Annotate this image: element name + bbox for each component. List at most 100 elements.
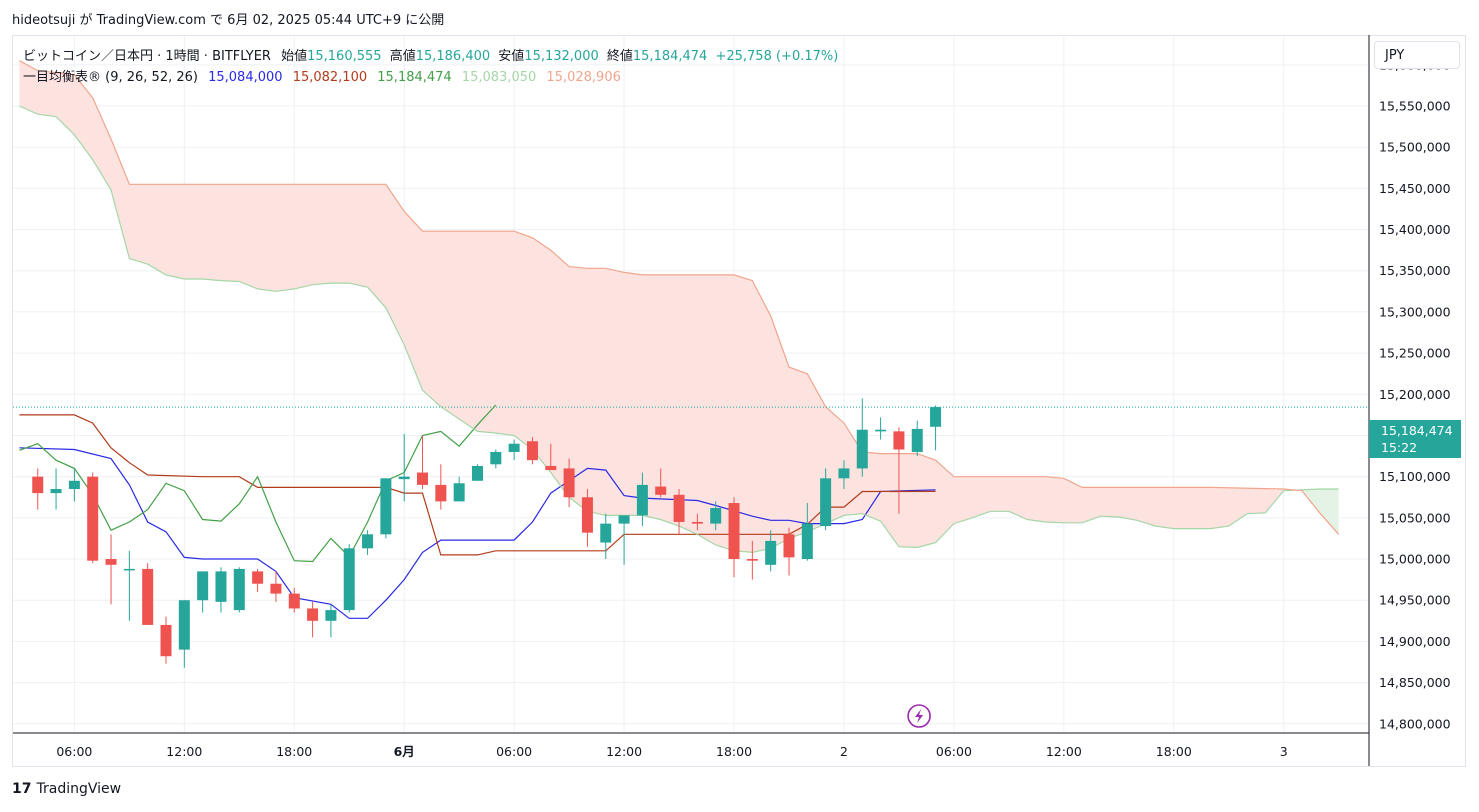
- time-tick-label: 12:00: [166, 744, 202, 759]
- price-tick-label: 15,450,000: [1379, 181, 1451, 196]
- senkou-b-line: [19, 60, 1340, 535]
- ichimoku-cloud: [19, 60, 1339, 553]
- candle-body: [307, 608, 319, 621]
- candle: [728, 497, 740, 578]
- candle-body: [636, 484, 648, 516]
- candle-body: [68, 480, 80, 490]
- candle: [380, 478, 392, 539]
- candle: [526, 437, 538, 465]
- price-tick-label: 15,550,000: [1379, 99, 1451, 114]
- candle: [123, 550, 135, 621]
- candle-body: [105, 559, 117, 565]
- candle-body: [911, 428, 923, 452]
- candle-body: [655, 486, 667, 495]
- candle-body: [123, 568, 135, 571]
- candle-body: [435, 484, 447, 502]
- price-tick-label: 15,350,000: [1379, 263, 1451, 278]
- candle: [68, 468, 80, 502]
- candle: [435, 464, 447, 510]
- publish-line: hideotsuji が TradingView.com で 6月 02, 20…: [12, 13, 445, 28]
- candle-body: [453, 483, 465, 502]
- candle-body: [581, 497, 593, 533]
- time-tick-label: 3: [1280, 744, 1288, 759]
- candle: [581, 489, 593, 547]
- legend-low-label: 安値: [498, 49, 525, 64]
- candle: [856, 398, 868, 477]
- price-tick-label: 15,300,000: [1379, 304, 1451, 319]
- time-tick-label: 18:00: [1156, 744, 1192, 759]
- price-tick-label: 15,250,000: [1379, 346, 1451, 361]
- time-tick-label: 18:00: [276, 744, 312, 759]
- candle: [288, 587, 300, 613]
- candle: [197, 571, 209, 613]
- candle: [252, 568, 264, 592]
- tenkan-line: [19, 447, 936, 619]
- price-tick-label: 15,400,000: [1379, 222, 1451, 237]
- candle-body: [252, 571, 264, 584]
- candle-body: [875, 429, 887, 432]
- candle: [398, 433, 410, 502]
- legend-high: 15,186,400: [415, 49, 491, 64]
- candle: [618, 515, 630, 565]
- lightning-icon: [907, 704, 931, 728]
- time-tick-label: 06:00: [936, 744, 972, 759]
- legend-open-label: 始値: [281, 49, 308, 64]
- time-tick-label: 12:00: [1046, 744, 1082, 759]
- legend-close: 15,184,474: [632, 49, 708, 64]
- time-tick-label: 06:00: [496, 744, 532, 759]
- candle-body: [197, 571, 209, 601]
- candle-body: [417, 472, 429, 485]
- candle-body: [563, 468, 575, 498]
- candle-body: [343, 548, 355, 611]
- time-tick-label: 06:00: [56, 744, 92, 759]
- legend-price: ビットコイン／日本円 · 1時間 · BITFLYER 始値15,160,555…: [23, 45, 838, 64]
- candle-body: [801, 523, 813, 560]
- candle: [746, 540, 758, 580]
- legend-close-label: 終値: [606, 49, 633, 64]
- candle: [875, 417, 887, 440]
- price-tick-label: 14,800,000: [1379, 716, 1451, 731]
- candle: [453, 476, 465, 502]
- chikou-line: [19, 404, 497, 563]
- legend-symbol: ビットコイン／日本円 · 1時間 · BITFLYER: [23, 49, 271, 64]
- candle-body: [710, 507, 722, 524]
- candle-body: [142, 568, 154, 625]
- candle: [893, 427, 905, 514]
- time-tick-label: 2: [840, 744, 848, 759]
- brand[interactable]: 17 TradingView: [12, 781, 121, 797]
- candle-body: [160, 624, 172, 657]
- candle-body: [50, 489, 62, 494]
- candle: [710, 501, 722, 531]
- candle-body: [893, 431, 905, 450]
- price-tick-label: 15,050,000: [1379, 510, 1451, 525]
- candle-body: [288, 593, 300, 609]
- currency-button[interactable]: JPY: [1374, 41, 1460, 69]
- candle: [233, 567, 245, 613]
- candle-body: [545, 465, 557, 471]
- candle: [87, 472, 99, 564]
- indicator-tenkan-value: 15,084,000: [208, 70, 283, 85]
- candle: [362, 530, 374, 555]
- candle: [160, 616, 172, 664]
- candle: [343, 544, 355, 613]
- candle: [838, 460, 850, 490]
- legend-indicator[interactable]: 一目均衡表® (9, 26, 52, 26) 15,084,000 15,082…: [23, 66, 627, 85]
- candle-body: [508, 443, 520, 452]
- candle-body: [930, 407, 942, 427]
- candle: [600, 513, 612, 560]
- kijun-line: [19, 414, 936, 556]
- candle-body: [32, 476, 44, 494]
- candle: [691, 513, 703, 531]
- price-tick-label: 15,100,000: [1379, 469, 1451, 484]
- candle: [325, 604, 337, 638]
- candle-body: [691, 521, 703, 524]
- legend-open: 15,160,555: [307, 49, 382, 64]
- candle-body: [618, 515, 630, 524]
- candle-body: [856, 429, 868, 469]
- price-tick-label: 14,900,000: [1379, 634, 1451, 649]
- candle-body: [398, 476, 410, 480]
- candle: [783, 527, 795, 576]
- last-price-value: 15,184,474: [1381, 423, 1453, 438]
- candle-body: [838, 468, 850, 479]
